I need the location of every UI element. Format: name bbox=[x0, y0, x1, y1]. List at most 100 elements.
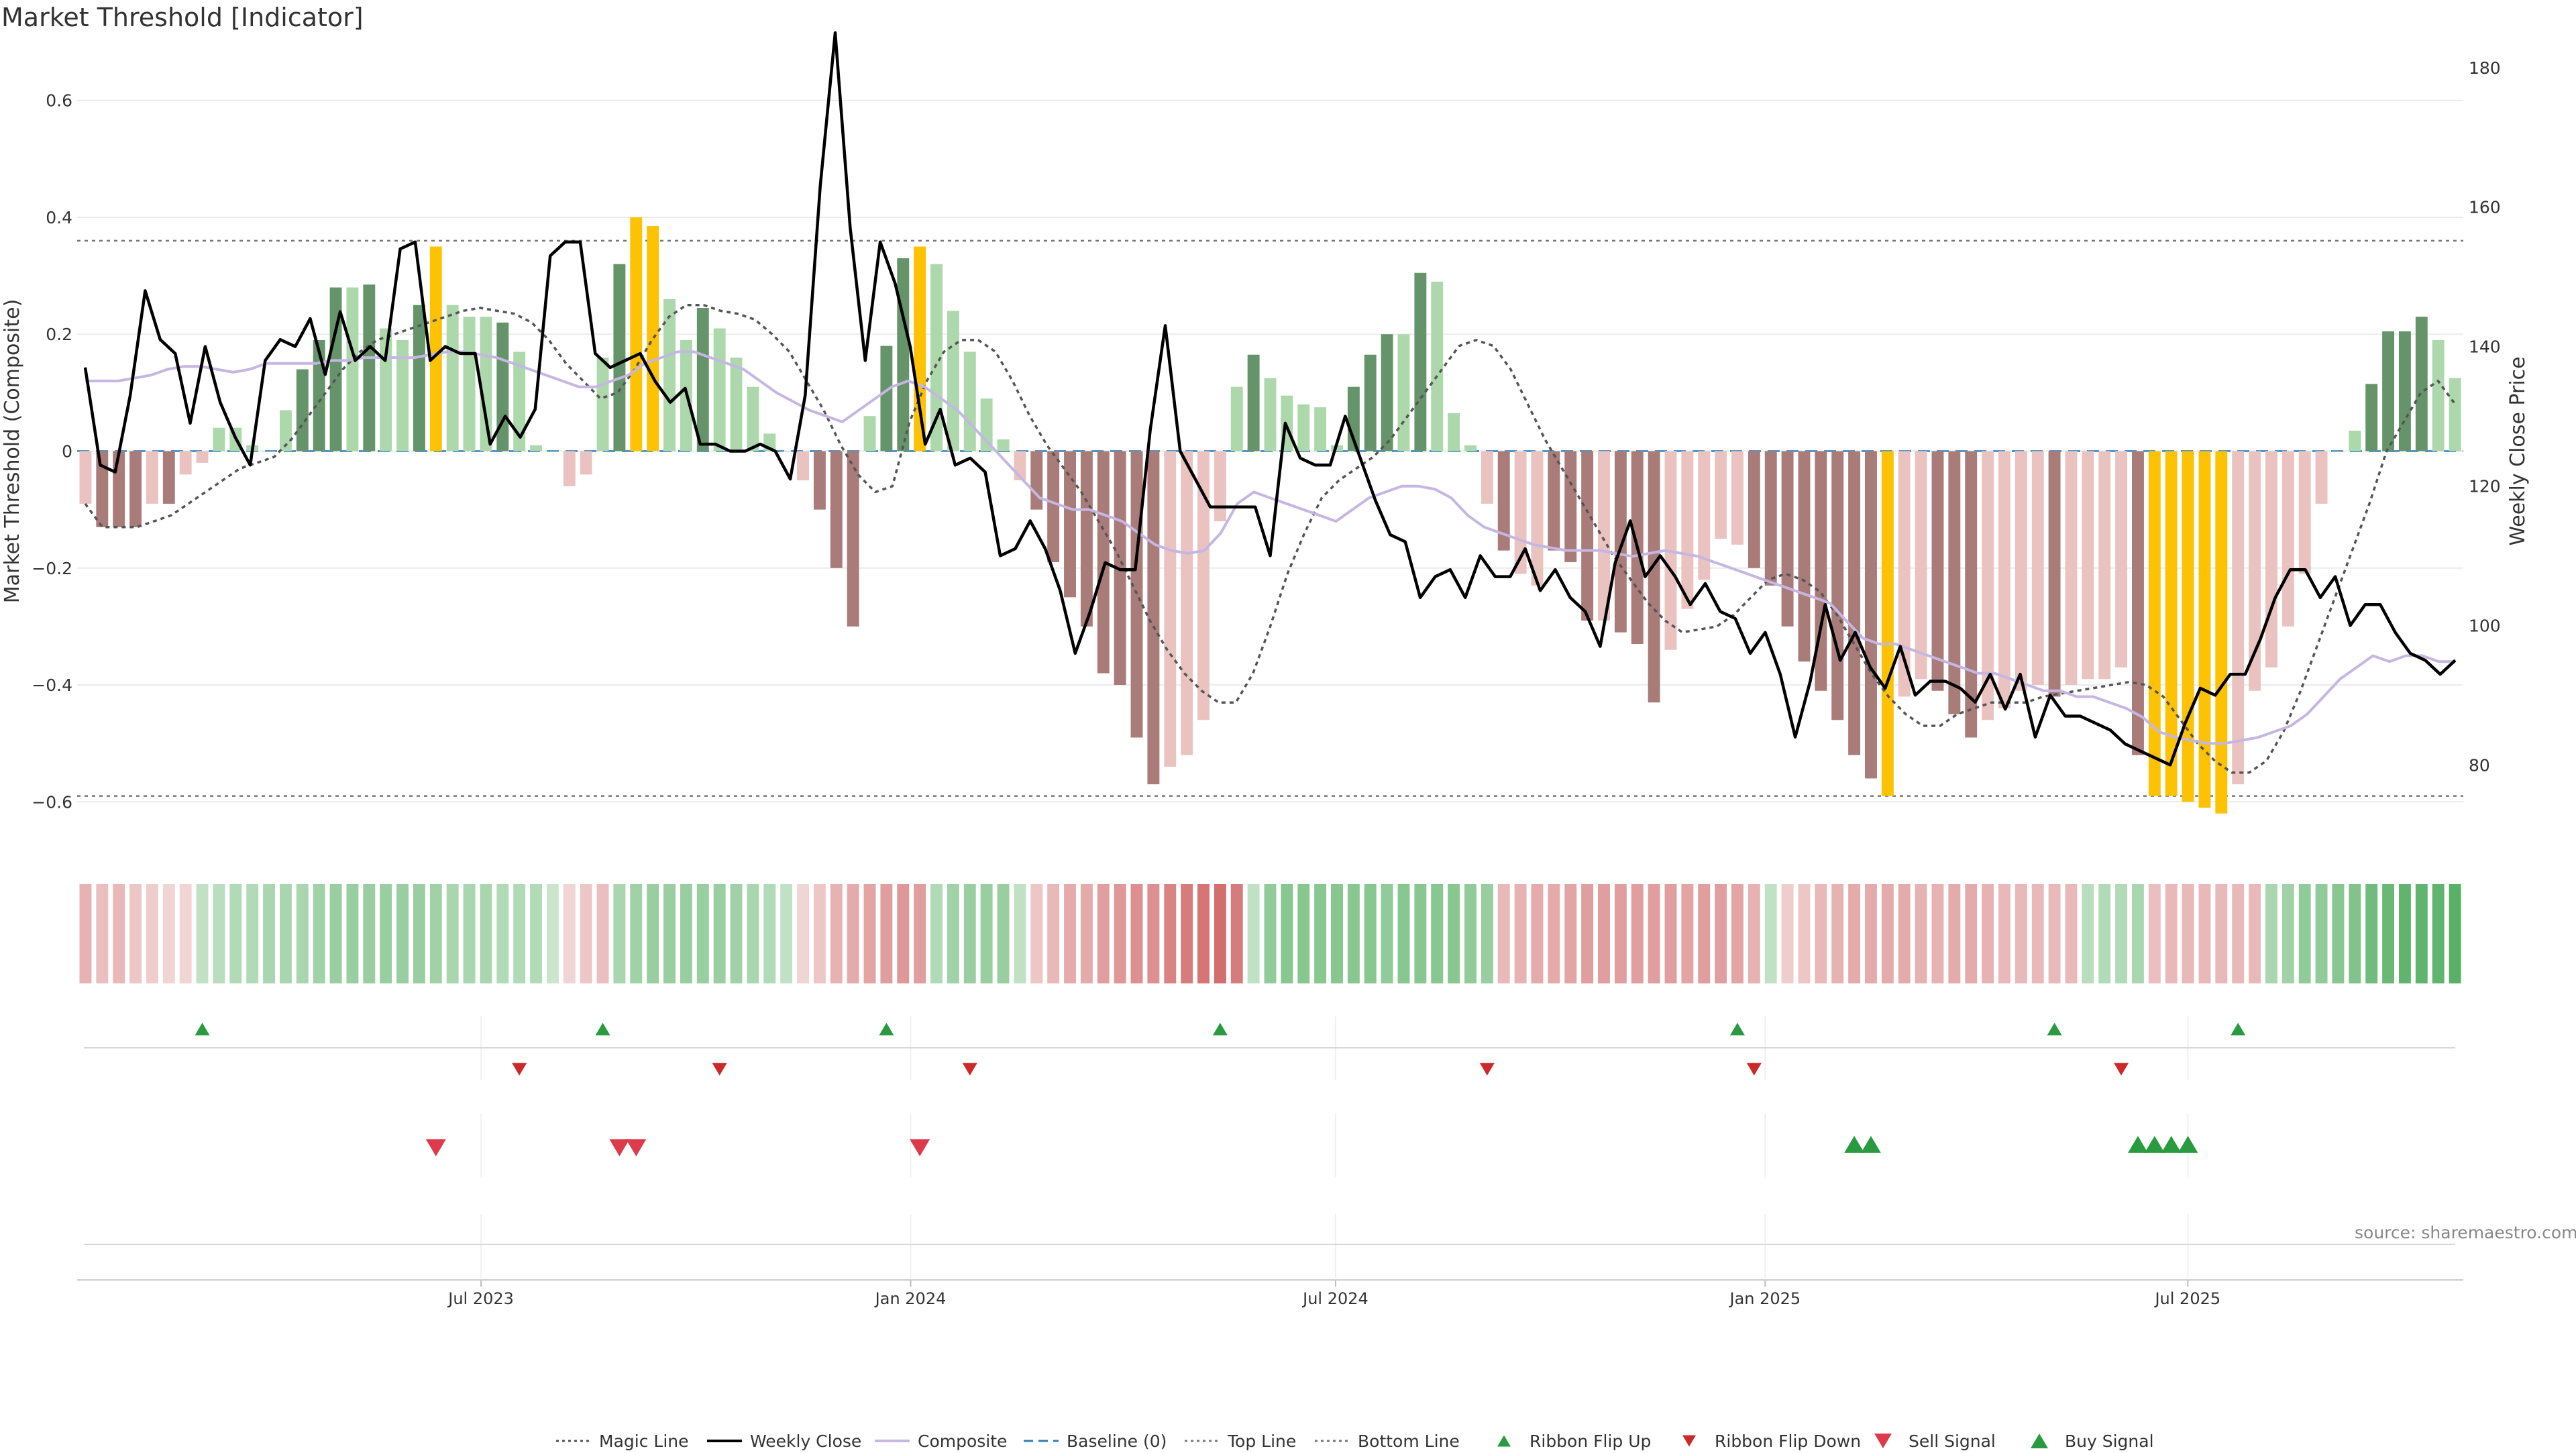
ribbon-cell bbox=[1614, 884, 1627, 983]
composite-bar bbox=[980, 398, 993, 451]
composite-bar bbox=[346, 287, 359, 451]
composite-bar bbox=[580, 451, 592, 475]
composite-bar bbox=[1030, 451, 1043, 510]
composite-bar bbox=[2198, 451, 2211, 808]
composite-bar bbox=[463, 317, 476, 451]
composite-bar bbox=[1881, 451, 1894, 796]
composite-bar bbox=[279, 410, 292, 451]
composite-bar bbox=[930, 264, 943, 451]
ribbon-flip-down-marker bbox=[1746, 1063, 1762, 1076]
composite-bar bbox=[847, 451, 859, 627]
legend-item: Top Line bbox=[1182, 1429, 1296, 1453]
ribbon-cell bbox=[263, 884, 276, 983]
ribbon-cell bbox=[229, 884, 242, 983]
legend-item: Weekly Close bbox=[704, 1429, 861, 1453]
solid-line-icon bbox=[707, 1440, 742, 1442]
y2-tick-label: 140 bbox=[2469, 337, 2501, 357]
ribbon-cell bbox=[763, 884, 776, 983]
composite-bar bbox=[1898, 451, 1911, 697]
y-tick-label: 0 bbox=[62, 442, 72, 462]
dotted-line-icon bbox=[556, 1440, 591, 1442]
composite-bar bbox=[1564, 451, 1577, 563]
ribbon-cell bbox=[2432, 884, 2445, 983]
composite-bar bbox=[1247, 354, 1260, 451]
composite-bar bbox=[2315, 451, 2328, 504]
composite-bar bbox=[2398, 331, 2411, 451]
ribbon-cell bbox=[1214, 884, 1226, 983]
composite-bar bbox=[413, 305, 425, 451]
composite-bar bbox=[1331, 445, 1343, 451]
composite-bar bbox=[2415, 317, 2428, 451]
composite-bar bbox=[1181, 451, 1193, 755]
composite-bar bbox=[1130, 451, 1143, 738]
ribbon-flip-up-marker bbox=[595, 1022, 610, 1036]
ribbon-cell bbox=[1948, 884, 1961, 983]
composite-bar bbox=[2182, 451, 2194, 802]
composite-bar bbox=[1497, 451, 1510, 551]
ribbon-cell bbox=[1798, 884, 1811, 983]
ribbon-cell bbox=[813, 884, 826, 983]
ribbon-cell bbox=[630, 884, 643, 983]
composite-bar bbox=[1548, 451, 1560, 551]
composite-bar bbox=[1414, 272, 1427, 451]
composite-bar bbox=[1047, 451, 1060, 563]
composite-bar bbox=[647, 226, 659, 451]
composite-bar bbox=[162, 451, 175, 504]
ribbon-cell bbox=[1281, 884, 1293, 983]
ribbon-cell bbox=[730, 884, 743, 983]
ribbon-cell bbox=[346, 884, 359, 983]
legend-label: Ribbon Flip Down bbox=[1715, 1431, 1862, 1451]
composite-bar bbox=[96, 451, 109, 527]
ribbon-cell bbox=[2349, 884, 2361, 983]
ribbon-cell bbox=[213, 884, 225, 983]
weekly-closeseries-line bbox=[83, 31, 2457, 767]
line-series bbox=[83, 31, 2457, 774]
ribbon-cell bbox=[463, 884, 476, 983]
composite-bar bbox=[1214, 451, 1226, 522]
ribbon-cell bbox=[2365, 884, 2378, 983]
y-tick-label: 0.6 bbox=[46, 91, 72, 111]
ribbon-cell bbox=[279, 884, 292, 983]
legend-item: Buy Signal bbox=[2019, 1429, 2154, 1453]
ribbon-cell bbox=[296, 884, 309, 983]
ribbon-cell bbox=[79, 884, 92, 983]
ribbon-cell bbox=[2131, 884, 2144, 983]
composite-bar bbox=[1448, 413, 1460, 451]
composite-bar bbox=[2382, 331, 2395, 451]
ribbon-cell bbox=[1731, 884, 1743, 983]
ribbon-flip-down-marker bbox=[962, 1063, 977, 1076]
ribbon-cell bbox=[1548, 884, 1560, 983]
ribbon-cell bbox=[1598, 884, 1610, 983]
ribbon-cell bbox=[2148, 884, 2161, 983]
composite-bar bbox=[396, 339, 409, 451]
ribbon-cell bbox=[1464, 884, 1477, 983]
ribbon-cell bbox=[1581, 884, 1594, 983]
ribbon-cell bbox=[880, 884, 893, 983]
composite-bar bbox=[1748, 451, 1760, 568]
composite-bar bbox=[113, 451, 125, 527]
ribbon-cell bbox=[1264, 884, 1277, 983]
composite-bar bbox=[2432, 339, 2445, 451]
composite-bar bbox=[863, 416, 876, 451]
composite-bar bbox=[546, 451, 559, 452]
ribbon-cell bbox=[847, 884, 859, 983]
ribbon-flip-down-marker bbox=[1479, 1063, 1495, 1076]
composite-bar bbox=[2365, 384, 2378, 451]
ribbon-flip-up-marker bbox=[2231, 1022, 2246, 1036]
ribbon-cell bbox=[196, 884, 209, 983]
composite-bar bbox=[1481, 451, 1493, 504]
composite-bar bbox=[1297, 404, 1310, 451]
composite-bar bbox=[2165, 451, 2178, 796]
ribbon-cell bbox=[1898, 884, 1911, 983]
composite-bar bbox=[830, 451, 843, 568]
ribbon-cell bbox=[580, 884, 592, 983]
composite-bar bbox=[480, 317, 492, 451]
signal-panels bbox=[84, 1016, 2455, 1278]
composite-bar bbox=[1464, 445, 1477, 451]
ribbon-cell bbox=[1848, 884, 1861, 983]
ribbon-cell bbox=[1397, 884, 1410, 983]
ribbon-cell bbox=[2015, 884, 2027, 983]
composite-bar bbox=[730, 358, 743, 451]
ribbon-cell bbox=[1497, 884, 1510, 983]
